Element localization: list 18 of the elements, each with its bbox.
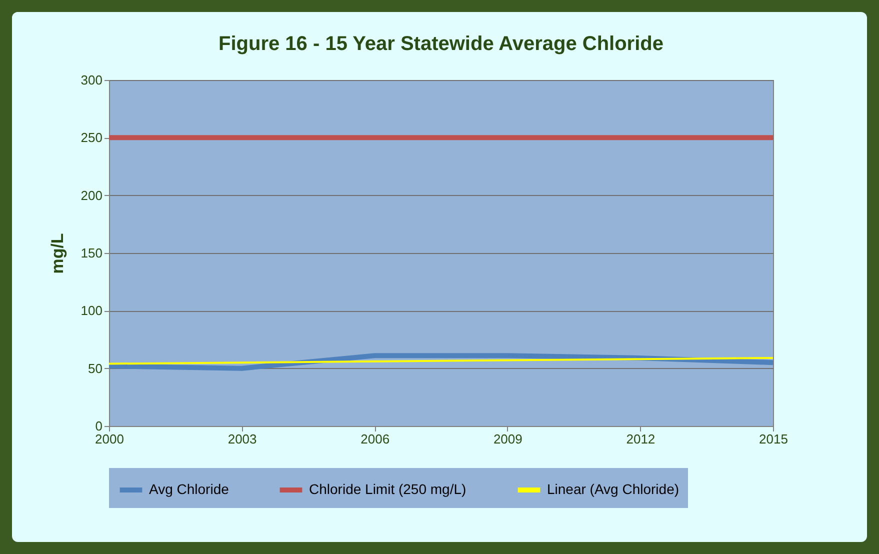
y-tick-label: 100	[80, 303, 102, 318]
y-tick-label: 150	[80, 246, 102, 260]
y-tick-label: 0	[95, 418, 102, 434]
x-tick-label: 2012	[626, 432, 656, 446]
legend-label: Chloride Limit (250 mg/L)	[309, 481, 466, 497]
x-tick-label: 2000	[95, 432, 124, 446]
y-axis-title: mg/L	[48, 233, 67, 274]
y-tick-label: 250	[80, 130, 102, 146]
y-tick-label: 300	[80, 72, 102, 88]
legend-label: Linear (Avg Chloride)	[547, 481, 680, 497]
x-tick-label: 2006	[360, 432, 390, 446]
y-tick-label: 50	[88, 360, 102, 376]
x-tick-label: 2009	[493, 432, 522, 446]
x-tick-label: 2015	[759, 432, 788, 446]
chart-title: Figure 16 - 15 Year Statewide Average Chloride	[218, 33, 664, 55]
y-tick-label: 200	[80, 188, 102, 203]
legend-label: Avg Chloride	[149, 481, 230, 497]
x-tick-label: 2003	[228, 432, 257, 446]
